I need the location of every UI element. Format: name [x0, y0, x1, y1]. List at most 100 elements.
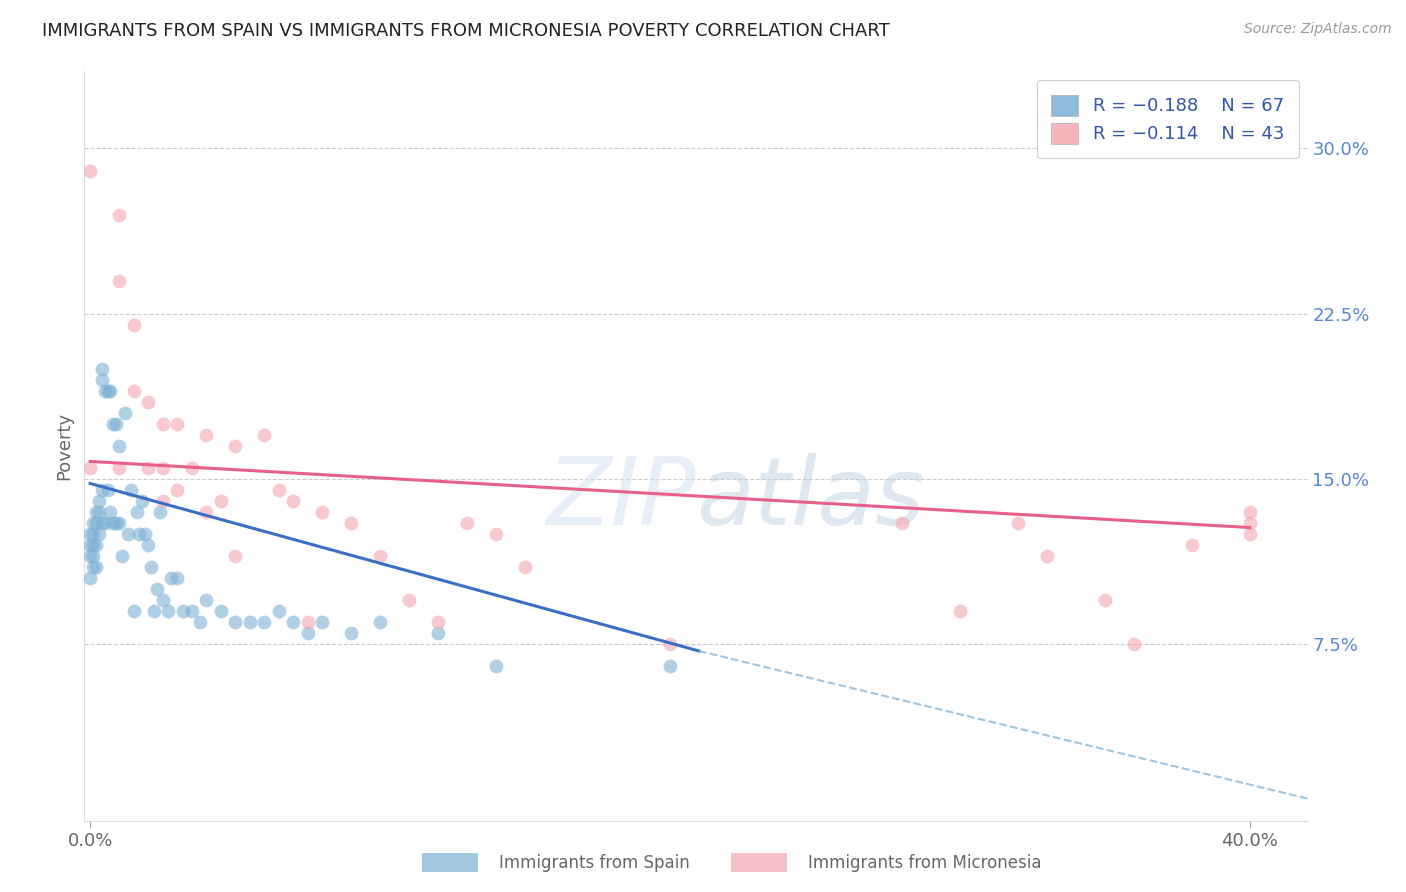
Point — [96, 384, 118, 398]
Point — [82, 516, 104, 530]
Point — [658, 659, 681, 673]
Point — [120, 483, 142, 497]
Point — [84, 538, 107, 552]
Point — [87, 494, 110, 508]
Point — [84, 516, 107, 530]
Point — [79, 571, 101, 585]
Point — [281, 494, 304, 508]
Text: Source: ZipAtlas.com: Source: ZipAtlas.com — [1244, 22, 1392, 37]
Point — [128, 527, 150, 541]
Point — [658, 637, 681, 651]
Point — [100, 505, 122, 519]
Point — [142, 604, 165, 618]
Text: atlas: atlas — [696, 453, 924, 544]
Point — [166, 417, 188, 431]
Point — [108, 516, 131, 530]
Point — [209, 494, 232, 508]
Point — [224, 439, 246, 453]
Point — [1007, 516, 1029, 530]
Point — [456, 516, 478, 530]
Point — [224, 549, 246, 564]
Point — [122, 384, 145, 398]
Point — [131, 494, 153, 508]
Point — [108, 274, 131, 288]
Point — [1035, 549, 1057, 564]
Point — [79, 549, 101, 564]
Point — [195, 593, 218, 607]
Point — [136, 395, 159, 409]
Point — [103, 417, 125, 431]
Point — [1239, 505, 1261, 519]
Point — [1094, 593, 1116, 607]
Point — [1122, 637, 1144, 651]
Point — [108, 439, 131, 453]
Point — [149, 505, 172, 519]
Point — [152, 417, 174, 431]
Point — [90, 362, 112, 376]
Point — [1181, 538, 1204, 552]
Point — [195, 505, 218, 519]
Point — [239, 615, 262, 630]
Point — [136, 538, 159, 552]
Point — [87, 505, 110, 519]
Point — [152, 494, 174, 508]
Point — [79, 461, 101, 475]
Point — [105, 417, 128, 431]
Point — [90, 516, 112, 530]
Point — [134, 527, 156, 541]
Point — [485, 659, 508, 673]
Point — [114, 406, 136, 420]
Point — [82, 560, 104, 574]
Point — [311, 615, 333, 630]
Point — [152, 461, 174, 475]
Point — [297, 626, 319, 640]
Point — [398, 593, 420, 607]
Point — [281, 615, 304, 630]
Text: IMMIGRANTS FROM SPAIN VS IMMIGRANTS FROM MICRONESIA POVERTY CORRELATION CHART: IMMIGRANTS FROM SPAIN VS IMMIGRANTS FROM… — [42, 22, 890, 40]
Point — [96, 483, 118, 497]
Text: Immigrants from Micronesia: Immigrants from Micronesia — [808, 854, 1042, 871]
Point — [368, 615, 391, 630]
Point — [90, 483, 112, 497]
Point — [160, 571, 183, 585]
Point — [111, 549, 134, 564]
Point — [79, 538, 101, 552]
Point — [108, 461, 131, 475]
Point — [152, 593, 174, 607]
Point — [209, 604, 232, 618]
Point — [297, 615, 319, 630]
Point — [180, 604, 202, 618]
Point — [105, 516, 128, 530]
Point — [82, 527, 104, 541]
Point — [949, 604, 972, 618]
Point — [180, 461, 202, 475]
Point — [139, 560, 162, 574]
Point — [513, 560, 536, 574]
Point — [253, 615, 276, 630]
Point — [188, 615, 211, 630]
Point — [82, 549, 104, 564]
Point — [267, 483, 290, 497]
Point — [427, 615, 450, 630]
Point — [100, 384, 122, 398]
Point — [1239, 527, 1261, 541]
Point — [267, 604, 290, 618]
Point — [103, 516, 125, 530]
Point — [93, 516, 115, 530]
Text: Immigrants from Spain: Immigrants from Spain — [499, 854, 690, 871]
Point — [157, 604, 180, 618]
Point — [340, 626, 363, 640]
Point — [122, 318, 145, 332]
Y-axis label: Poverty: Poverty — [55, 412, 73, 480]
Point — [82, 538, 104, 552]
Point — [125, 505, 148, 519]
Point — [172, 604, 194, 618]
Point — [485, 527, 508, 541]
Point — [195, 428, 218, 442]
Point — [93, 384, 115, 398]
Point — [84, 560, 107, 574]
Point — [117, 527, 139, 541]
Point — [79, 527, 101, 541]
Text: ZIP: ZIP — [547, 453, 696, 544]
Point — [890, 516, 912, 530]
